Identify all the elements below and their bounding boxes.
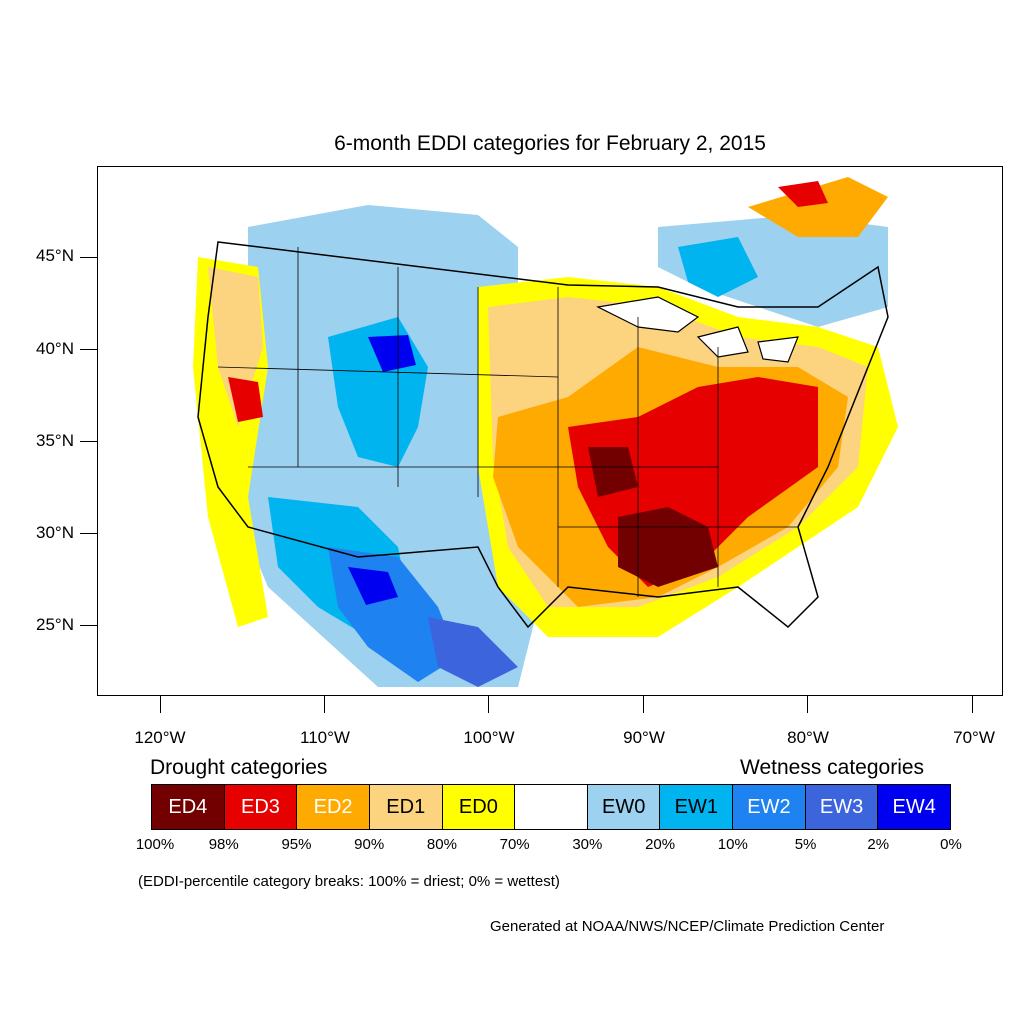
region-ew4-sw [348,567,398,605]
percentile-break-label: 10% [717,836,748,853]
lon-label-80w: 80°W [787,728,829,747]
legend-swatch-ed2: ED2 [297,785,370,829]
legend-swatch-ed1: ED1 [369,785,443,829]
legend-swatch-neutral [515,785,588,829]
percentile-break-label: 95% [281,836,312,853]
legend-swatch-ed4: ED4 [152,785,225,829]
lat-label-45: 45°N [36,246,74,265]
percentile-break-label: 30% [572,836,603,853]
legend-swatch-ew0: EW0 [587,785,661,829]
region-ew4-spot [368,335,416,372]
category-breaks-note: (EDDI-percentile category breaks: 100% =… [138,873,560,890]
region-ed3-northeast [748,177,888,237]
lat-label-30: 30°N [36,523,74,542]
lat-tick [80,441,97,442]
us-boundary-outline [197,241,889,629]
percentile-break-label: 20% [645,836,676,853]
percentile-break-label: 70% [499,836,530,853]
region-ed4-northeast [778,181,828,207]
lon-label-100w: 100°W [463,728,515,747]
eddi-map [97,166,1003,696]
great-lakes-outline [596,296,799,363]
lon-tick [807,696,808,713]
lat-tick [80,257,97,258]
lon-label-90w: 90°W [623,728,665,747]
percentile-break-label: 80% [426,836,457,853]
map-title: 6-month EDDI categories for February 2, … [334,132,766,155]
legend-swatch-ed3: ED3 [224,785,298,829]
lon-label-120w: 120°W [134,728,186,747]
lat-label-35: 35°N [36,431,74,450]
lon-label-110w: 110°W [300,728,350,747]
legend-swatch-ew4: EW4 [878,785,951,829]
lon-tick [324,696,325,713]
region-ed4-midsouth [588,447,638,497]
region-ed3-pacific [228,377,263,422]
percentile-break-label: 0% [940,836,962,853]
lon-tick [972,696,973,713]
lon-tick [160,696,161,713]
legend-swatch-ew3: EW3 [805,785,879,829]
percentile-break-label: 2% [867,836,890,853]
percentile-break-label: 100% [135,836,175,853]
legend-swatch-ew1: EW1 [660,785,734,829]
category-legend-bar: ED4 ED3 ED2 ED1 ED0 EW0 EW1 EW2 EW3 EW4 [151,784,951,830]
wetness-categories-heading: Wetness categories [740,756,925,779]
region-ew3-south [428,617,518,687]
legend-swatch-ew2: EW2 [733,785,806,829]
credit-line: Generated at NOAA/NWS/NCEP/Climate Predi… [490,918,885,935]
lat-label-25: 25°N [36,615,74,634]
state-lines [217,247,798,597]
legend-swatch-ed0: ED0 [442,785,516,829]
percentile-break-label: 90% [354,836,385,853]
lon-tick [488,696,489,713]
lat-tick [80,533,97,534]
lat-label-40: 40°N [36,339,74,358]
lon-tick [643,696,644,713]
percentile-break-label: 98% [208,836,239,853]
lon-label-70w: 70°W [953,728,995,747]
percentile-break-label: 5% [794,836,817,853]
lat-tick [80,349,97,350]
eddi-map-canvas [193,177,898,687]
drought-categories-heading: Drought categories [150,756,328,779]
lat-tick [80,625,97,626]
region-ew1-north [678,237,758,297]
